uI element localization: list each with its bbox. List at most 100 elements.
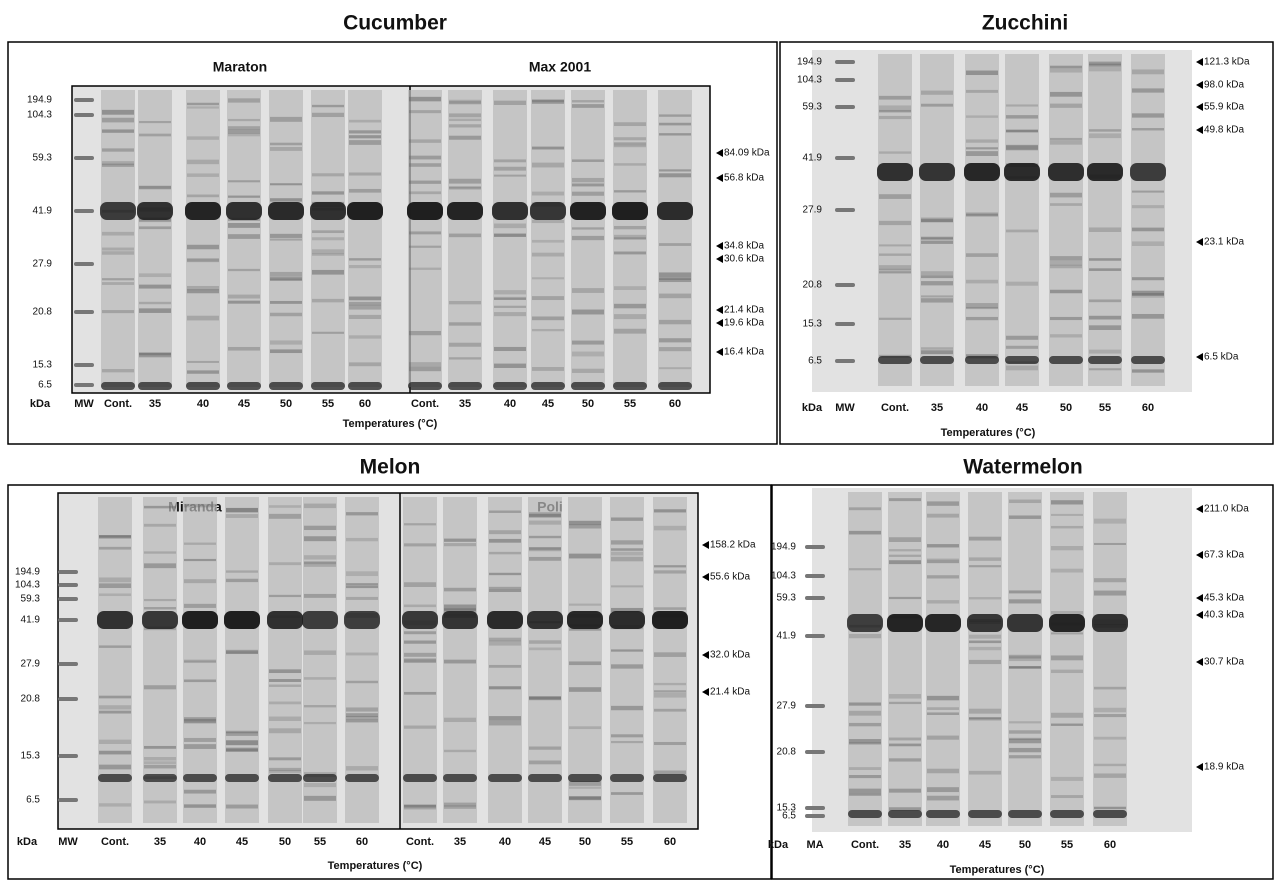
faint-band [228,98,260,103]
mw-label: 27.9 [803,205,823,216]
faint-band [228,300,260,304]
lane-label: 60 [669,398,681,410]
lane [101,90,135,387]
faint-band [532,328,564,332]
faint-band [144,761,176,765]
faint-band [409,362,441,367]
lane [888,492,922,826]
faint-band [611,792,643,795]
faint-band [921,271,953,276]
mw-label: 104.3 [771,571,796,582]
faint-band [569,628,601,631]
faint-band [614,225,646,230]
faint-band [889,554,921,557]
faint-band [572,100,604,103]
faint-band [966,147,998,150]
gel-name: Max 2001 [529,59,591,75]
lane-label: 40 [197,398,209,410]
faint-band [966,139,998,143]
faint-band [1132,190,1164,193]
panel-frame [771,484,1274,880]
faint-band [532,316,564,321]
lane [408,90,442,387]
lane-label: 45 [1016,402,1028,414]
faint-band [849,767,881,770]
faint-band [144,757,176,761]
main-band [887,614,923,632]
faint-band [184,717,216,722]
faint-band [569,603,601,606]
faint-band [346,652,378,656]
faint-band [312,112,344,118]
faint-band [529,513,561,518]
faint-band [1050,103,1082,108]
faint-band [184,603,216,608]
faint-band [1132,313,1164,319]
lane [1050,492,1084,826]
low-band [610,774,644,782]
faint-band [1009,738,1041,744]
lane [653,497,687,823]
faint-band [569,524,601,529]
gel-frame [57,492,699,830]
faint-band [1050,91,1082,97]
lane-label: 55 [1061,839,1073,851]
faint-band [139,273,171,278]
faint-band [1050,68,1082,73]
faint-band [99,695,131,699]
faint-band [99,710,131,714]
faint-band [139,185,171,189]
faint-band [404,804,436,808]
faint-band [494,100,526,105]
faint-band [1089,227,1121,232]
faint-band [349,119,381,123]
lane-label: 50 [1019,839,1031,851]
faint-band [879,268,911,271]
faint-band [1009,654,1041,659]
faint-band [184,679,216,683]
low-band [345,774,379,782]
faint-band [529,547,561,550]
faint-band [444,805,476,809]
faint-band [489,640,521,646]
main-band [567,611,603,629]
faint-band [270,271,302,277]
faint-band [187,258,219,262]
mw-label: 41.9 [803,153,823,164]
faint-band [889,737,921,741]
faint-band [489,551,521,555]
faint-band [409,230,441,235]
low-band [653,774,687,782]
faint-band [966,213,998,217]
unit-label: kDa [768,839,789,851]
faint-band [226,514,258,518]
faint-band [966,279,998,284]
faint-band [494,159,526,163]
faint-band [1089,299,1121,303]
faint-band [449,233,481,238]
faint-band [921,298,953,303]
main-band [137,202,173,220]
faint-band [879,265,911,270]
faint-band [1050,289,1082,294]
lane-label: Cont. [881,402,909,414]
faint-band [404,659,436,663]
faint-band [927,712,959,716]
lane-label: Cont. [411,398,439,410]
marker-label: 211.0 kDa [1204,504,1249,515]
marker-label: 84.09 kDa [724,148,770,159]
faint-band [879,151,911,154]
main-band [1048,163,1084,181]
faint-band [226,651,258,654]
faint-band [654,652,686,657]
faint-band [1009,599,1041,604]
faint-band [969,640,1001,644]
faint-band [572,177,604,183]
faint-band [849,722,881,727]
unit-label: kDa [17,836,38,848]
faint-band [404,658,436,663]
faint-band [187,315,219,321]
faint-band [654,692,686,698]
faint-band [346,766,378,771]
lane-label: 40 [504,398,516,410]
